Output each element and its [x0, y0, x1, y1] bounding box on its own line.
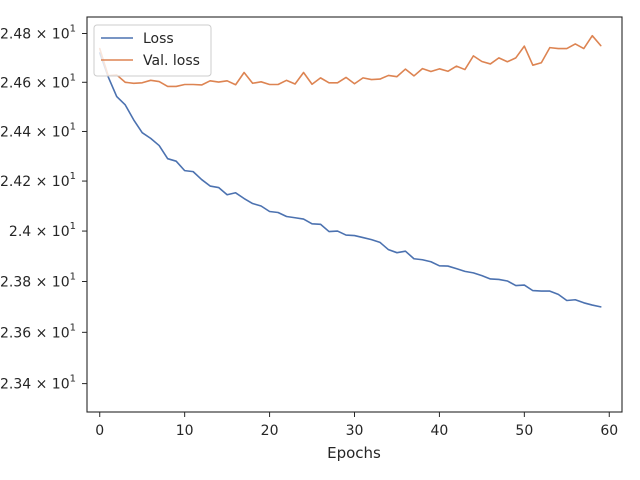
y-tick-label: 2.48 × 101	[0, 23, 76, 42]
legend-label-val-loss: Val. loss	[143, 53, 200, 69]
y-tick-label: 2.36 × 101	[0, 322, 76, 341]
y-tick-label: 2.38 × 101	[0, 271, 76, 290]
plot-layer	[98, 34, 602, 308]
y-tick-label: 2.46 × 101	[0, 72, 76, 91]
x-tick-label: 10	[176, 423, 194, 439]
y-tick-label: 2.34 × 101	[0, 374, 76, 393]
x-axis-label: Epochs	[327, 444, 381, 462]
legend-label-loss: Loss	[143, 31, 174, 47]
x-tick-label: 0	[95, 423, 104, 439]
y-tick-label: 2.44 × 101	[0, 121, 76, 140]
legend: Loss Val. loss	[93, 24, 212, 77]
x-tick-label: 20	[261, 423, 279, 439]
y-tick-label: 2.42 × 101	[0, 171, 76, 190]
x-tick-label: 30	[346, 423, 364, 439]
x-tick-label: 60	[600, 423, 618, 439]
series-line-val-loss	[98, 34, 602, 88]
x-tick-label: 40	[431, 423, 449, 439]
x-tick-label: 50	[515, 423, 533, 439]
series-line-loss	[98, 52, 602, 308]
y-tick-label: 2.4 × 101	[9, 221, 76, 240]
axes-layer: 0 10 20 30 40 50 60 2.34 × 101 2.36 × 101 2.38 × …	[0, 16, 623, 439]
